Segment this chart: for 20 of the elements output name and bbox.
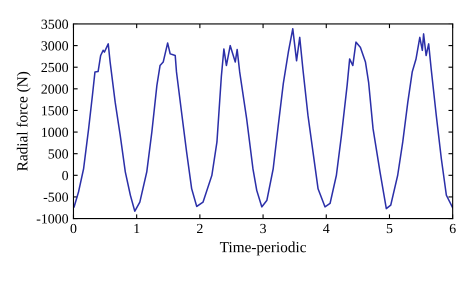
line-series (73, 28, 453, 212)
x-tick-label: 3 (260, 224, 266, 234)
x-tick-label: 2 (197, 224, 203, 234)
y-tick-label: 500 (48, 149, 68, 159)
y-tick-label: 3500 (41, 20, 68, 29)
y-tick-label: 1000 (42, 128, 68, 138)
y-tick-label: 2500 (41, 62, 68, 72)
x-axis-title: Time-periodic (220, 242, 306, 256)
y-axis-title: Radial force (N) (16, 72, 31, 171)
x-tick-label: 6 (450, 224, 456, 234)
x-tick-label: 5 (386, 224, 392, 234)
x-tick-label: 0 (70, 224, 76, 234)
y-tick-label: 2000 (41, 84, 68, 94)
y-tick-label: -500 (44, 192, 68, 202)
y-tick-label: 3000 (41, 41, 68, 51)
y-tick-label: -1000 (36, 214, 68, 224)
y-tick-label: 1500 (42, 106, 68, 116)
y-tick-label: 0 (62, 170, 68, 180)
x-tick-label: 1 (134, 224, 140, 234)
x-tick-label: 4 (323, 224, 330, 234)
